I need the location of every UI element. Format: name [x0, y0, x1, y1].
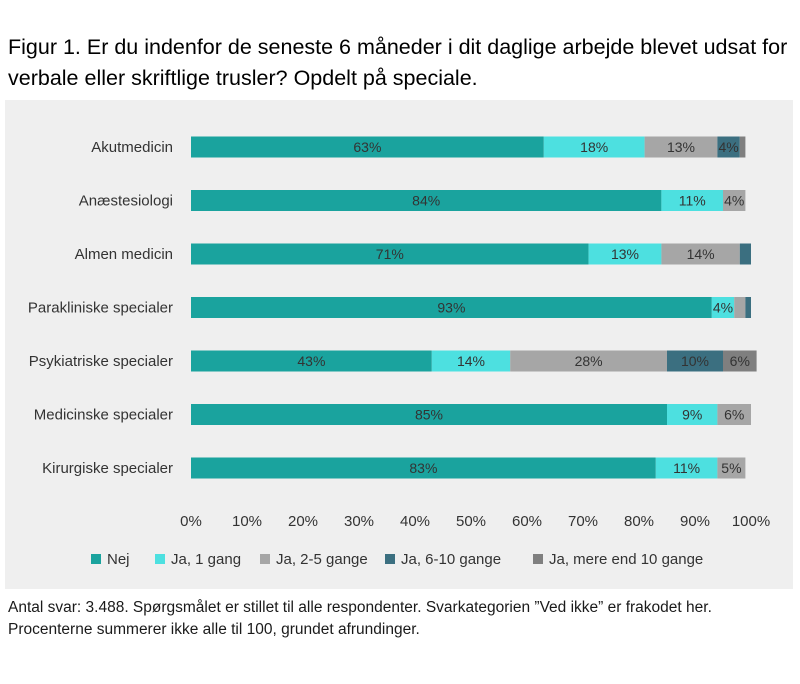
bar-segment	[588, 243, 662, 265]
legend-swatch	[155, 554, 165, 564]
x-tick-label: 40%	[400, 513, 430, 530]
x-tick-label: 20%	[288, 513, 318, 530]
chart-panel: Akutmedicin Anæstesiologi Almen medicin Par…	[5, 100, 793, 589]
legend-swatch	[385, 554, 395, 564]
bar-segment	[723, 190, 746, 211]
data-label: 11%	[679, 193, 706, 209]
bar-segment	[191, 136, 544, 158]
x-tick-label: 50%	[456, 513, 486, 530]
data-label: 63%	[353, 139, 381, 155]
data-label: 4%	[724, 193, 744, 209]
bar-segment	[191, 297, 712, 318]
bar-segment	[734, 297, 746, 318]
data-label: 4%	[713, 300, 733, 316]
data-label: 6%	[730, 353, 750, 369]
bar-segment	[191, 404, 667, 425]
x-tick-label: 60%	[512, 513, 542, 530]
data-label: 5%	[721, 460, 741, 476]
x-tick-label: 90%	[680, 513, 710, 530]
data-label: 13%	[611, 246, 639, 262]
bar-segment	[191, 457, 656, 479]
legend-swatch	[533, 554, 543, 564]
data-label: 43%	[297, 353, 325, 369]
bar-segment	[717, 457, 746, 479]
bar-segment	[191, 350, 432, 372]
data-label: 14%	[457, 353, 485, 369]
x-tick-label: 10%	[232, 513, 262, 530]
bar-segment	[667, 404, 718, 425]
legend-label: Nej	[107, 551, 130, 568]
data-label: 14%	[687, 246, 715, 262]
data-label: 13%	[667, 139, 695, 155]
category-label: Anæstesiologi	[79, 193, 173, 210]
category-label: Parakliniske specialer	[28, 300, 173, 317]
x-tick-label: 100%	[732, 513, 770, 530]
bar-segment	[644, 136, 718, 158]
legend-label: Ja, 2-5 gange	[276, 551, 368, 568]
bar-segment	[661, 243, 740, 265]
data-label: 4%	[718, 139, 738, 155]
x-tick-label: 80%	[624, 513, 654, 530]
footnote: Antal svar: 3.488. Spørgsmålet er stille…	[8, 599, 712, 638]
figure-title: Figur 1. Er du indenfor de seneste 6 mån…	[8, 35, 788, 90]
bar-segment	[739, 243, 751, 265]
legend-swatch	[260, 554, 270, 564]
category-label: Medicinske specialer	[34, 407, 173, 424]
bar-segment	[745, 297, 751, 318]
data-label: 11%	[673, 460, 700, 476]
data-label: 84%	[412, 193, 440, 209]
bar-segment	[543, 136, 645, 158]
data-label: 18%	[580, 139, 608, 155]
data-label: 28%	[575, 353, 603, 369]
x-tick-label: 0%	[180, 513, 202, 530]
data-label: 9%	[682, 407, 702, 423]
data-label: 10%	[681, 353, 709, 369]
bar-segment	[711, 297, 735, 318]
bar-segment	[431, 350, 511, 372]
category-label: Psykiatriske specialer	[29, 353, 173, 370]
data-label: 93%	[437, 300, 465, 316]
bar-segment	[723, 350, 757, 372]
x-tick-label: 30%	[344, 513, 374, 530]
data-label: 71%	[376, 246, 404, 262]
bar-segment	[191, 243, 589, 265]
category-label: Almen medicin	[75, 246, 173, 263]
bar-segment	[717, 404, 751, 425]
legend-swatch	[91, 554, 101, 564]
category-label: Kirurgiske specialer	[42, 460, 173, 477]
data-label: 83%	[409, 460, 437, 476]
chart: Akutmedicin Anæstesiologi Almen medicin Par…	[28, 136, 770, 568]
legend-label: Ja, 1 gang	[171, 551, 241, 568]
bar-segment	[191, 190, 662, 211]
data-label: 85%	[415, 407, 443, 423]
bar-segment	[667, 350, 723, 372]
bar-segment	[661, 190, 723, 211]
legend-label: Ja, mere end 10 gange	[549, 551, 703, 568]
bar-segment	[510, 350, 667, 372]
bar-segment	[717, 136, 740, 158]
category-label: Akutmedicin	[91, 139, 173, 156]
bar-segment	[739, 136, 746, 158]
data-label: 6%	[724, 407, 744, 423]
x-tick-label: 70%	[568, 513, 598, 530]
legend-label: Ja, 6-10 gange	[401, 551, 501, 568]
bar-segment	[655, 457, 718, 479]
